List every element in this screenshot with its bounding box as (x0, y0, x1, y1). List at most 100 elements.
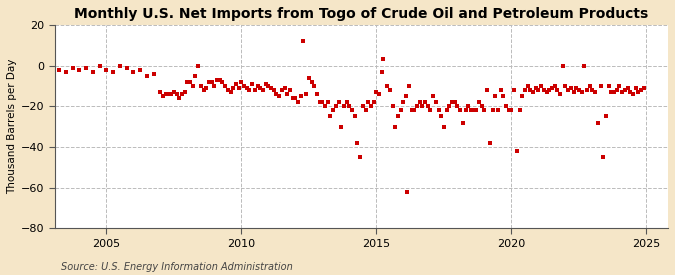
Point (425, 108, 436, 112)
Point (223, 88, 234, 92)
Point (201, 86, 212, 90)
Point (536, 84, 547, 88)
Point (296, 94, 306, 98)
Point (495, 88, 506, 92)
Point (552, 88, 563, 92)
Point (606, 90, 617, 94)
Point (239, 84, 250, 88)
Point (234, 86, 244, 90)
Point (309, 84, 320, 88)
Point (148, 72, 159, 76)
Point (115, 64, 126, 68)
Point (288, 96, 298, 100)
Point (633, 90, 644, 94)
Point (460, 108, 471, 112)
Point (333, 100, 344, 104)
Point (378, 57, 389, 62)
Point (158, 94, 169, 98)
Point (387, 104, 398, 109)
Point (271, 92, 282, 96)
Point (252, 84, 263, 88)
Point (344, 104, 355, 109)
Point (571, 86, 582, 90)
Point (209, 84, 220, 88)
Point (196, 84, 207, 88)
Point (169, 90, 180, 94)
Point (504, 108, 514, 112)
Point (135, 67, 146, 72)
Point (455, 108, 466, 112)
Point (533, 88, 544, 92)
Point (250, 88, 261, 92)
Point (436, 114, 447, 119)
Point (369, 100, 379, 104)
Point (522, 84, 533, 88)
Point (525, 88, 536, 92)
Point (231, 82, 242, 86)
Point (177, 92, 188, 96)
Point (331, 104, 342, 109)
Point (612, 88, 622, 92)
Point (220, 84, 231, 88)
Point (247, 82, 258, 86)
Point (544, 88, 555, 92)
Point (512, 149, 522, 153)
Point (547, 86, 558, 90)
Point (447, 100, 458, 104)
Point (428, 94, 439, 98)
Point (414, 100, 425, 104)
Point (258, 88, 269, 92)
Point (304, 76, 315, 80)
Point (212, 78, 223, 82)
Point (506, 108, 517, 112)
Point (315, 100, 325, 104)
Point (355, 155, 366, 160)
Point (409, 108, 420, 112)
Point (609, 90, 620, 94)
Point (514, 108, 525, 112)
Point (549, 84, 560, 88)
Point (377, 70, 387, 74)
Point (320, 104, 331, 109)
Point (185, 80, 196, 84)
Point (423, 104, 433, 109)
Point (617, 90, 628, 94)
Point (371, 90, 382, 94)
Point (298, 39, 309, 43)
Point (622, 86, 633, 90)
Point (539, 88, 549, 92)
Title: Monthly U.S. Net Imports from Togo of Crude Oil and Petroleum Products: Monthly U.S. Net Imports from Togo of Cr… (74, 7, 649, 21)
Point (350, 114, 360, 119)
Point (325, 114, 336, 119)
Point (339, 104, 350, 109)
Point (74, 67, 85, 72)
Point (450, 100, 460, 104)
Point (215, 78, 225, 82)
Point (566, 86, 576, 90)
Point (576, 90, 587, 94)
Point (328, 108, 339, 112)
Point (639, 86, 649, 90)
Point (306, 80, 317, 84)
Point (466, 108, 477, 112)
Point (360, 108, 371, 112)
Point (312, 92, 323, 96)
Point (431, 100, 441, 104)
Point (630, 86, 641, 90)
Point (101, 67, 112, 72)
Point (444, 104, 455, 109)
Point (180, 90, 190, 94)
Point (358, 104, 369, 109)
Point (155, 90, 166, 94)
Point (282, 92, 293, 96)
Point (601, 114, 612, 119)
Point (474, 100, 485, 104)
Point (398, 100, 409, 104)
Point (574, 88, 585, 92)
Point (517, 94, 528, 98)
Point (95, 64, 105, 68)
Point (471, 108, 482, 112)
Point (347, 108, 358, 112)
Point (128, 70, 139, 74)
Point (614, 84, 625, 88)
